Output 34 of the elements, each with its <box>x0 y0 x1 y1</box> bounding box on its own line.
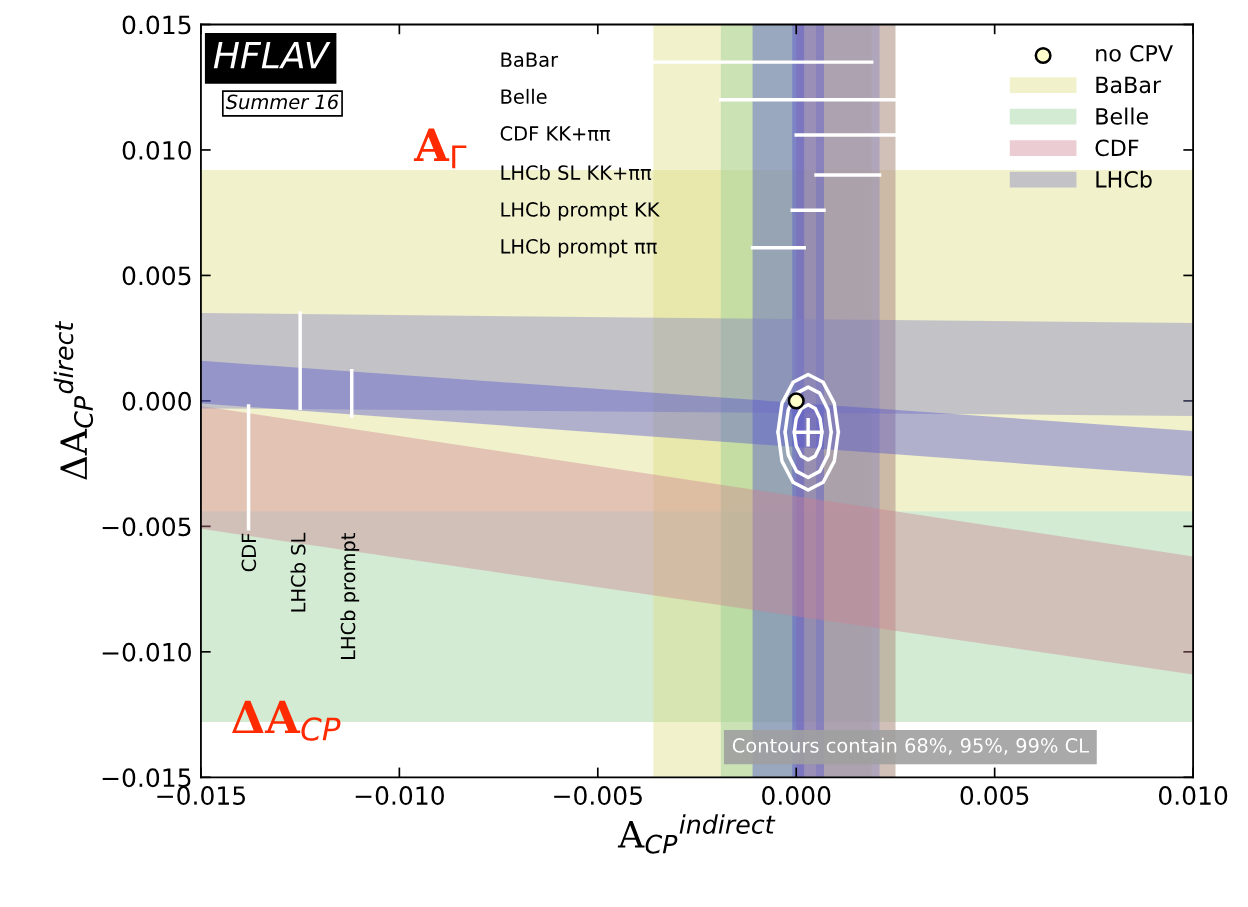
annotation: HFLAV <box>213 42 331 69</box>
annotation: Belle <box>501 88 547 104</box>
annotation: CDF KK+ππ <box>500 126 611 141</box>
annotation: LHCb prompt ππ <box>501 238 657 258</box>
y-tick-label: −0.010 <box>102 642 191 662</box>
y-tick-label: −0.005 <box>102 517 191 537</box>
y-tick-label: 0.005 <box>122 266 191 286</box>
annotation: LHCb SL KK+ππ <box>501 164 652 181</box>
y-axis-title: ΔA$_{CP}$$^{direct}$ <box>53 320 94 480</box>
annotation: BaBar <box>501 52 559 68</box>
y-tick-label: 0.015 <box>122 15 191 35</box>
legend-label: CDF <box>1095 139 1139 157</box>
x-tick-label: −0.015 <box>157 786 245 805</box>
annotation: LHCb SL <box>290 532 306 612</box>
annotation: A$_{Γ}$ <box>413 128 467 169</box>
x-tick-label: 0.005 <box>960 786 1029 805</box>
x-tick-label: −0.010 <box>355 786 444 805</box>
annotation: LHCb prompt <box>340 533 360 659</box>
annotation: LHCb prompt KK <box>501 201 660 221</box>
x-tick-label: 0.000 <box>762 786 831 805</box>
y-tick-label: 0.000 <box>122 391 191 411</box>
x-tick-label: −0.005 <box>554 786 642 805</box>
y-tick-label: 0.010 <box>122 140 191 160</box>
annotation: Summer 16 <box>225 94 339 110</box>
y-tick-label: −0.015 <box>102 768 191 788</box>
x-axis-title: A$_{CP}$$^{indirect}$ <box>617 814 776 854</box>
annotation: ΔA$_{CP}$ <box>232 700 341 741</box>
legend-label: LHCb <box>1096 170 1152 188</box>
legend-label: Belle <box>1096 107 1148 125</box>
legend-label: BaBar <box>1096 76 1162 94</box>
annotation: Contours contain 68%, 95%, 99% CL <box>732 737 1089 755</box>
annotation: CDF <box>241 533 257 572</box>
x-tick-label: 0.010 <box>1158 786 1228 805</box>
legend-label: no CPV <box>1096 44 1173 62</box>
